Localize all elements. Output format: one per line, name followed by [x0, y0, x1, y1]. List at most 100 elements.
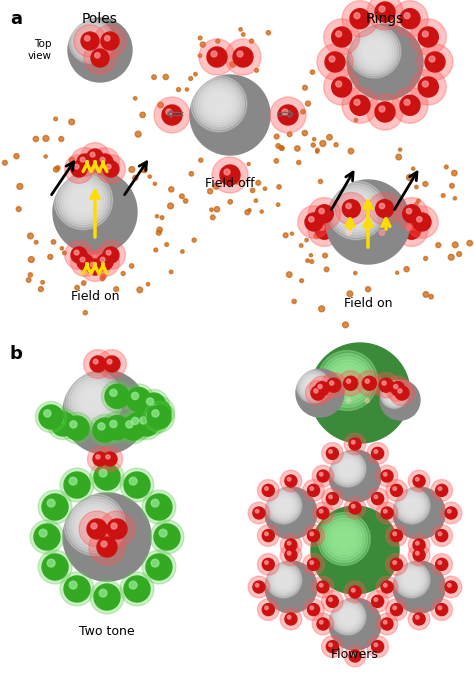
- Circle shape: [90, 262, 95, 267]
- Circle shape: [51, 412, 75, 436]
- Circle shape: [216, 39, 220, 43]
- Circle shape: [393, 562, 430, 598]
- Circle shape: [60, 572, 94, 606]
- Circle shape: [321, 488, 343, 509]
- Circle shape: [38, 490, 72, 524]
- Circle shape: [99, 589, 107, 597]
- Circle shape: [73, 22, 109, 60]
- Circle shape: [338, 371, 363, 396]
- Circle shape: [260, 210, 263, 213]
- Circle shape: [304, 377, 323, 396]
- Circle shape: [310, 254, 312, 257]
- Circle shape: [89, 529, 125, 565]
- Circle shape: [285, 613, 297, 625]
- Circle shape: [107, 519, 127, 539]
- Circle shape: [100, 277, 105, 281]
- Circle shape: [69, 581, 77, 589]
- Circle shape: [262, 530, 274, 542]
- Circle shape: [408, 544, 430, 566]
- Circle shape: [101, 32, 119, 50]
- Circle shape: [391, 558, 402, 571]
- Circle shape: [201, 86, 237, 122]
- Circle shape: [315, 205, 333, 223]
- Circle shape: [77, 154, 93, 170]
- Circle shape: [329, 450, 381, 502]
- Circle shape: [205, 90, 232, 118]
- Circle shape: [56, 173, 110, 227]
- Circle shape: [340, 609, 355, 624]
- Circle shape: [103, 247, 119, 263]
- Circle shape: [134, 97, 137, 100]
- Circle shape: [310, 385, 335, 410]
- Circle shape: [307, 379, 320, 393]
- Circle shape: [270, 97, 306, 133]
- Circle shape: [212, 157, 248, 193]
- Circle shape: [298, 371, 328, 402]
- Circle shape: [351, 588, 355, 592]
- Circle shape: [365, 398, 369, 403]
- Circle shape: [64, 241, 93, 269]
- Circle shape: [375, 102, 395, 122]
- Text: Rings: Rings: [366, 12, 404, 26]
- Circle shape: [48, 254, 53, 259]
- Circle shape: [59, 176, 108, 224]
- Circle shape: [327, 596, 338, 607]
- Circle shape: [357, 371, 382, 396]
- Circle shape: [327, 378, 341, 392]
- Circle shape: [42, 554, 68, 580]
- Circle shape: [381, 618, 393, 630]
- Circle shape: [381, 470, 393, 482]
- Circle shape: [408, 608, 430, 630]
- Circle shape: [386, 599, 407, 620]
- Circle shape: [64, 181, 102, 220]
- Circle shape: [379, 6, 385, 12]
- Circle shape: [339, 608, 356, 626]
- Circle shape: [280, 146, 284, 150]
- Circle shape: [391, 604, 402, 615]
- Circle shape: [300, 243, 303, 248]
- Circle shape: [300, 373, 327, 401]
- Circle shape: [84, 35, 90, 41]
- Circle shape: [97, 154, 126, 184]
- Circle shape: [329, 396, 334, 401]
- Circle shape: [71, 161, 87, 177]
- Circle shape: [60, 468, 94, 502]
- Circle shape: [342, 226, 360, 244]
- Text: Field off: Field off: [205, 177, 255, 190]
- Circle shape: [431, 554, 453, 575]
- Circle shape: [286, 272, 292, 277]
- Circle shape: [359, 36, 390, 67]
- Circle shape: [320, 515, 368, 562]
- Circle shape: [156, 231, 161, 235]
- Circle shape: [213, 184, 219, 189]
- Circle shape: [386, 525, 407, 547]
- Circle shape: [400, 494, 424, 517]
- Circle shape: [320, 141, 326, 146]
- Circle shape: [151, 499, 159, 507]
- Circle shape: [317, 507, 329, 519]
- Circle shape: [104, 356, 120, 372]
- Circle shape: [253, 581, 265, 593]
- Circle shape: [218, 54, 224, 59]
- Circle shape: [53, 170, 137, 254]
- Circle shape: [105, 384, 129, 409]
- Circle shape: [382, 381, 386, 385]
- Circle shape: [350, 27, 399, 75]
- Circle shape: [393, 561, 396, 564]
- Circle shape: [399, 148, 401, 151]
- Circle shape: [39, 529, 47, 537]
- Circle shape: [395, 386, 409, 400]
- Circle shape: [150, 520, 184, 554]
- Circle shape: [79, 386, 108, 415]
- Circle shape: [154, 97, 190, 133]
- Circle shape: [367, 590, 388, 612]
- Circle shape: [418, 77, 438, 97]
- Circle shape: [38, 287, 43, 292]
- Text: Field on: Field on: [71, 290, 119, 303]
- Circle shape: [80, 157, 85, 162]
- Circle shape: [96, 455, 100, 459]
- Circle shape: [54, 171, 113, 230]
- Circle shape: [74, 505, 115, 545]
- Circle shape: [77, 254, 93, 270]
- Circle shape: [70, 421, 77, 428]
